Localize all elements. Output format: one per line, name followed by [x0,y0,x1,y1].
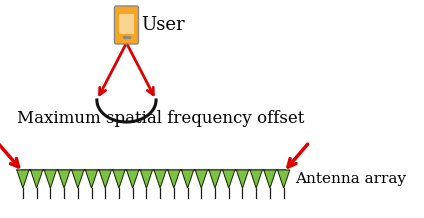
Polygon shape [223,170,235,188]
Polygon shape [127,170,139,188]
Polygon shape [86,170,98,188]
Polygon shape [44,170,56,188]
FancyBboxPatch shape [114,6,139,44]
Polygon shape [278,170,290,188]
Polygon shape [195,170,207,188]
Polygon shape [72,170,84,188]
Polygon shape [154,170,166,188]
Polygon shape [113,170,125,188]
Polygon shape [99,170,111,188]
Polygon shape [181,170,194,188]
Polygon shape [140,170,153,188]
Polygon shape [209,170,221,188]
Polygon shape [250,170,262,188]
Polygon shape [168,170,180,188]
Text: Antenna array: Antenna array [295,172,406,186]
Text: Maximum spatial frequency offset: Maximum spatial frequency offset [17,109,305,126]
FancyBboxPatch shape [119,14,134,34]
Polygon shape [237,170,248,188]
Polygon shape [264,170,276,188]
Polygon shape [17,170,29,188]
Polygon shape [58,170,70,188]
Polygon shape [31,170,43,188]
Text: User: User [141,16,185,34]
